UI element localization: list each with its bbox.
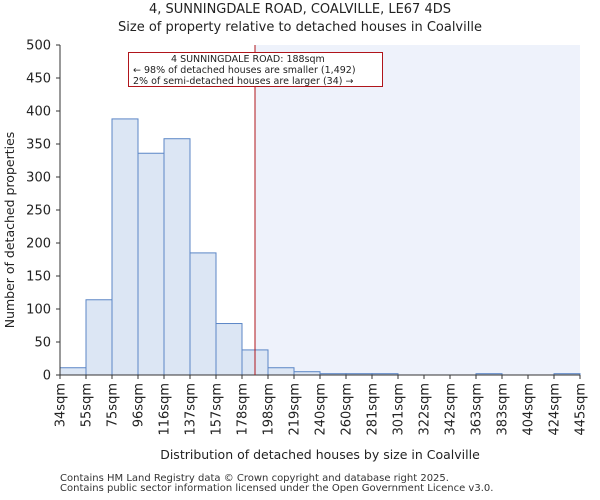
marker-annotation-box: 4 SUNNINGDALE ROAD: 188sqm ← 98% of deta… (128, 52, 383, 87)
x-tick-label: 260sqm (340, 383, 355, 436)
x-tick-label: 96sqm (132, 383, 147, 427)
x-tick-label: 342sqm (444, 383, 459, 436)
histogram-bar (163, 138, 191, 376)
y-tick-label: 50 (34, 336, 51, 351)
y-tick-label: 100 (26, 303, 51, 318)
x-axis-label: Distribution of detached houses by size … (160, 447, 480, 462)
x-tick-label: 75sqm (106, 383, 121, 427)
x-tick-label: 116sqm (158, 383, 173, 436)
footer-licence: Contains public sector information licen… (60, 483, 494, 494)
y-tick-label: 0 (43, 369, 51, 384)
histogram-bar (59, 367, 87, 376)
y-tick-label: 200 (26, 237, 51, 252)
histogram-bar (189, 252, 217, 376)
annotation-line-1: 4 SUNNINGDALE ROAD: 188sqm (171, 54, 325, 65)
x-tick-label: 383sqm (496, 383, 511, 436)
x-tick-label: 363sqm (470, 383, 485, 436)
histogram-bar (267, 367, 295, 376)
y-axis-label: Number of detached properties (2, 132, 17, 329)
x-tick-label: 55sqm (80, 383, 95, 427)
histogram-bar (111, 118, 139, 376)
x-tick-label: 424sqm (548, 383, 563, 436)
y-tick-label: 300 (26, 171, 51, 186)
y-tick-label: 350 (26, 138, 51, 153)
x-tick-label: 178sqm (236, 383, 251, 436)
y-tick-label: 400 (26, 105, 51, 120)
x-tick-label: 157sqm (210, 383, 225, 436)
annotation-line-3: 2% of semi-detached houses are larger (3… (133, 76, 354, 87)
x-tick-label: 322sqm (418, 383, 433, 436)
footer-copyright: Contains HM Land Registry data © Crown c… (60, 473, 449, 484)
annotation-line-2: ← 98% of detached houses are smaller (1,… (133, 65, 356, 76)
x-tick-label: 404sqm (522, 383, 537, 436)
x-tick-label: 301sqm (392, 383, 407, 436)
y-tick-label: 250 (26, 204, 51, 219)
histogram-bar (215, 323, 243, 376)
larger-region-shade (255, 45, 580, 375)
chart-subtitle: Size of property relative to detached ho… (118, 20, 482, 35)
histogram-bar (85, 299, 113, 376)
x-tick-label: 34sqm (54, 383, 69, 427)
x-tick-label: 240sqm (314, 383, 329, 436)
y-tick-label: 500 (26, 39, 51, 54)
x-tick-label: 281sqm (366, 383, 381, 436)
chart-title: 4, SUNNINGDALE ROAD, COALVILLE, LE67 4DS (149, 2, 451, 17)
x-tick-label: 198sqm (262, 383, 277, 436)
histogram-bar (137, 152, 165, 376)
x-tick-label: 137sqm (184, 383, 199, 436)
y-tick-label: 450 (26, 72, 51, 87)
x-tick-label: 445sqm (574, 383, 589, 436)
x-tick-label: 219sqm (288, 383, 303, 436)
y-tick-label: 150 (26, 270, 51, 285)
